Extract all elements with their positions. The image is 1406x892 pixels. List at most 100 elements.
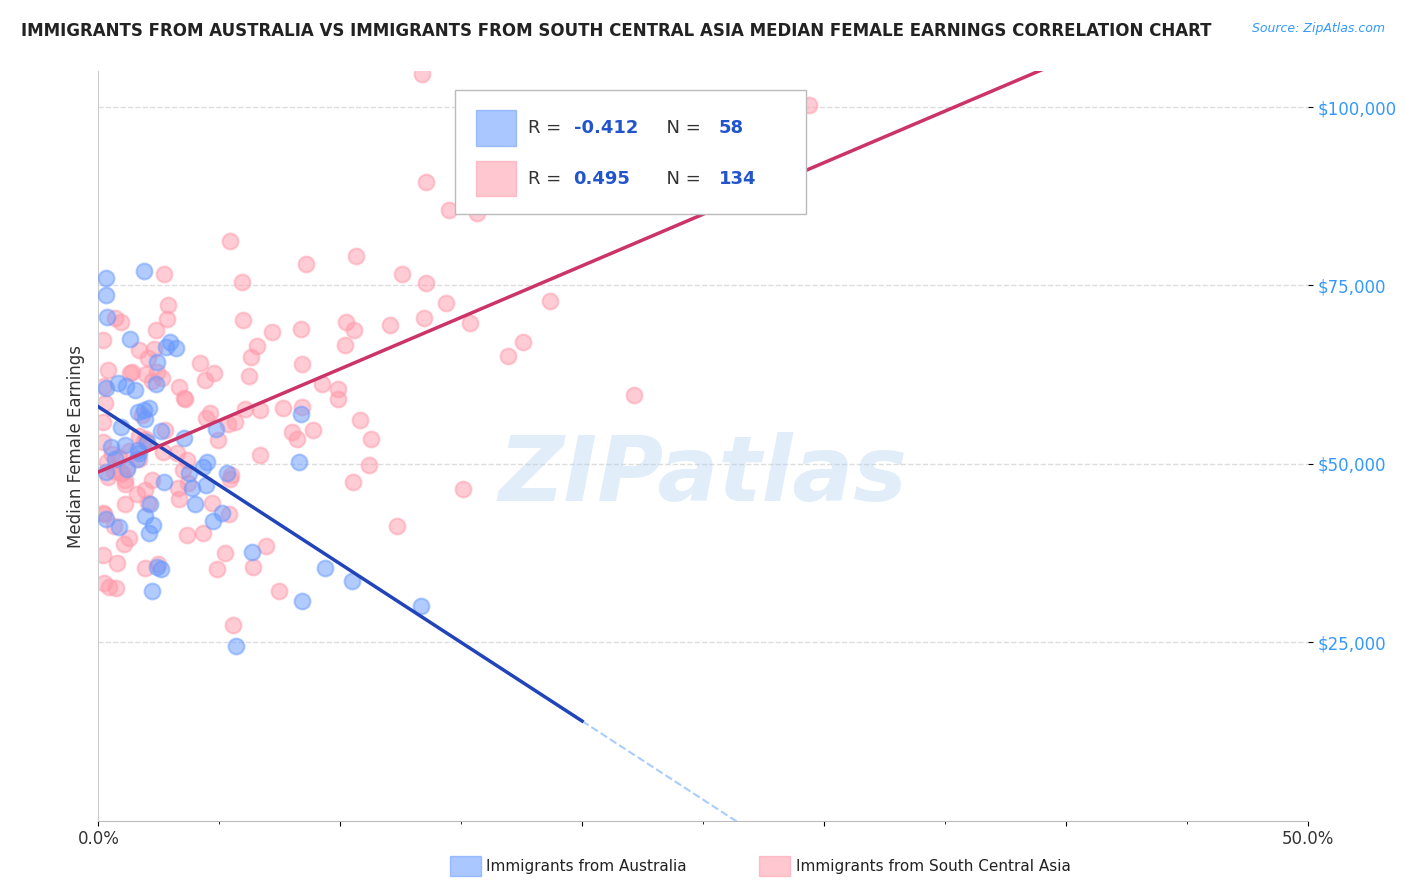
FancyBboxPatch shape: [456, 90, 806, 214]
Point: [737, 129, 759, 144]
Point: [291, 357, 314, 371]
Point: [249, 403, 271, 417]
Point: [114, 497, 136, 511]
Point: [146, 557, 169, 571]
Point: [201, 514, 224, 528]
Point: [138, 525, 160, 540]
Point: [94, 271, 117, 285]
Text: 58: 58: [718, 119, 744, 136]
Point: [291, 594, 314, 608]
Point: [101, 447, 124, 461]
Point: [191, 459, 214, 474]
Point: [117, 459, 139, 474]
Point: [138, 401, 160, 415]
Point: [415, 175, 437, 189]
Point: [93, 507, 115, 521]
Point: [134, 434, 156, 449]
Point: [96, 310, 118, 324]
Point: [231, 313, 253, 327]
Text: -0.412: -0.412: [574, 119, 638, 136]
Point: [152, 444, 174, 458]
Point: [94, 465, 117, 479]
Point: [176, 452, 198, 467]
Point: [94, 287, 117, 301]
Point: [135, 432, 157, 446]
Point: [301, 423, 323, 437]
Point: [136, 434, 159, 449]
Text: R =: R =: [527, 119, 567, 136]
Point: [114, 438, 136, 452]
Point: [100, 440, 122, 454]
Point: [215, 466, 238, 480]
Point: [104, 452, 127, 467]
Point: [141, 583, 163, 598]
Point: [142, 342, 165, 356]
Point: [152, 268, 174, 282]
Point: [103, 518, 125, 533]
Point: [155, 423, 177, 437]
Point: [183, 496, 205, 510]
Point: [699, 195, 721, 210]
Point: [145, 377, 167, 392]
Point: [217, 417, 239, 431]
Point: [94, 512, 117, 526]
Point: [117, 531, 139, 545]
Point: [150, 424, 173, 438]
Point: [219, 468, 242, 483]
Point: [104, 311, 127, 326]
Point: [167, 379, 190, 393]
Point: [142, 517, 165, 532]
Point: [136, 496, 159, 510]
Point: [333, 337, 356, 351]
Point: [207, 433, 229, 447]
Point: [614, 186, 637, 201]
Point: [167, 492, 190, 507]
Text: 0.495: 0.495: [574, 169, 630, 187]
Point: [233, 401, 256, 416]
Point: [290, 322, 312, 336]
Point: [91, 549, 114, 563]
Point: [141, 473, 163, 487]
Point: [249, 448, 271, 462]
Point: [110, 315, 132, 329]
Point: [125, 487, 148, 501]
Point: [295, 257, 318, 271]
Point: [437, 202, 460, 217]
Point: [120, 366, 142, 380]
Point: [221, 617, 243, 632]
Point: [344, 248, 367, 262]
Point: [121, 365, 143, 379]
Point: [242, 560, 264, 574]
Point: [195, 411, 218, 425]
Point: [108, 450, 131, 465]
Point: [238, 368, 260, 383]
Point: [246, 339, 269, 353]
Point: [153, 475, 176, 490]
Text: R =: R =: [527, 169, 567, 187]
Point: [124, 384, 146, 398]
Point: [311, 376, 333, 391]
Point: [290, 407, 312, 421]
Point: [134, 483, 156, 497]
Point: [387, 518, 409, 533]
Point: [436, 296, 458, 310]
Point: [214, 546, 236, 560]
Point: [112, 536, 135, 550]
Point: [623, 388, 645, 402]
Point: [281, 425, 304, 439]
Point: [93, 576, 115, 591]
Point: [194, 373, 217, 387]
Point: [538, 293, 561, 308]
Point: [458, 317, 481, 331]
Point: [391, 267, 413, 281]
Point: [231, 275, 253, 289]
Point: [134, 508, 156, 523]
Point: [145, 323, 167, 337]
Text: IMMIGRANTS FROM AUSTRALIA VS IMMIGRANTS FROM SOUTH CENTRAL ASIA MEDIAN FEMALE EA: IMMIGRANTS FROM AUSTRALIA VS IMMIGRANTS …: [21, 22, 1212, 40]
Point: [128, 446, 150, 460]
Point: [194, 478, 217, 492]
Point: [110, 419, 132, 434]
Point: [96, 455, 118, 469]
Text: 134: 134: [718, 169, 756, 187]
Point: [225, 639, 247, 653]
